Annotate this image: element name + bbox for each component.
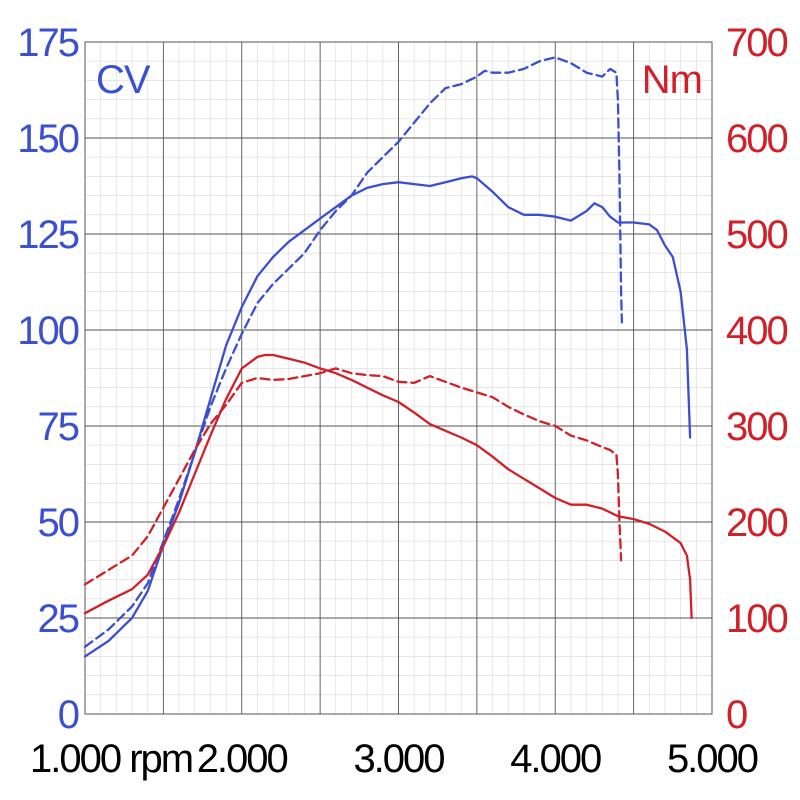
left-tick-label: 75 [38,405,79,449]
x-tick-label: 5.000 [667,737,758,781]
right-tick-label: 100 [726,597,787,641]
right-tick-label: 600 [726,117,787,161]
right-axis-ticks: 0 100 200 300 400 500 600 700 [726,21,789,737]
left-tick-label: 125 [17,213,78,257]
left-tick-label: 0 [58,693,79,737]
left-tick-label: 150 [17,117,78,161]
left-tick-label: 175 [17,21,78,65]
right-tick-label: 500 [726,213,787,257]
x-tick-label: 1.000 rpm [30,737,192,781]
right-tick-label: 200 [726,501,787,545]
right-tick-label: 700 [726,21,787,65]
right-tick-label: 300 [726,405,787,449]
x-tick-label: 3.000 [353,737,444,781]
left-tick-label: 50 [38,501,79,545]
left-tick-label: 100 [17,309,78,353]
right-tick-label: 0 [726,693,747,737]
plot-frame [84,41,713,715]
x-axis-ticks: 1.000 rpm 2.000 3.000 4.000 5.000 [30,737,760,781]
right-axis-label: Nm [642,58,702,102]
series-layer [83,56,693,658]
minor-grid [85,42,712,714]
power-dashed-line [83,56,624,648]
torque-solid-line [83,353,693,620]
x-tick-label: 4.000 [510,737,601,781]
left-tick-label: 25 [38,597,79,641]
x-tick-label: 2.000 [197,737,288,781]
left-axis-ticks: 0 25 50 75 100 125 150 175 [17,21,81,737]
torque-dashed-line [83,367,623,586]
left-axis-label: CV [96,58,151,102]
power-solid-line [83,175,692,658]
right-tick-label: 400 [726,309,787,353]
